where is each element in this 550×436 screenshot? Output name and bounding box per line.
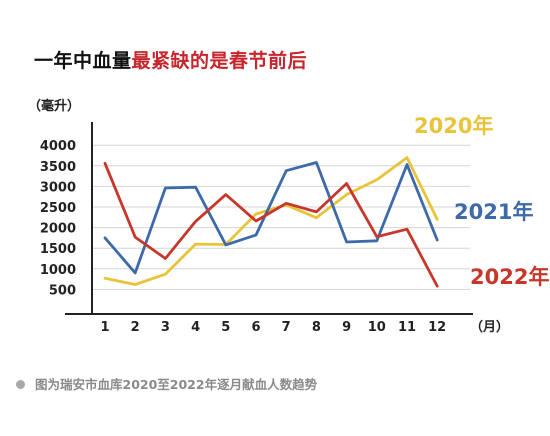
series-line-2021年 xyxy=(103,161,439,275)
y-axis-label: （毫升） xyxy=(28,98,80,114)
x-tick-label: 6 xyxy=(251,320,260,335)
caption-text: 图为瑞安市血库2020至2022年逐月献血人数趋势 xyxy=(35,377,318,392)
x-tick-label: 4 xyxy=(191,320,200,335)
x-tick-labels: 1 2 3 4 5 6 7 8 9 10 11 12 xyxy=(100,320,446,335)
y-tick-label: 2000 xyxy=(40,222,76,237)
series-line-2022年 xyxy=(103,161,439,288)
series-label: 2021年 xyxy=(454,200,533,224)
chart-title-part2: 最紧缺的是春节前后 xyxy=(131,50,308,72)
caption: 图为瑞安市血库2020至2022年逐月献血人数趋势 xyxy=(16,374,317,393)
x-tick-label: 10 xyxy=(368,320,386,335)
x-tick-label: 12 xyxy=(428,320,446,335)
series-label: 2022年 xyxy=(470,265,549,289)
x-tick-label: 9 xyxy=(342,320,351,335)
chart-title-part1: 一年中血量 xyxy=(34,50,132,72)
grid-lines xyxy=(92,144,470,290)
y-tick-label: 1500 xyxy=(40,242,76,257)
x-tick-label: 7 xyxy=(282,320,291,335)
x-tick-label: 2 xyxy=(131,320,140,335)
x-tick-label: 8 xyxy=(312,320,321,335)
y-tick-label: 500 xyxy=(49,283,76,298)
series-line-2020年 xyxy=(103,156,439,286)
series-label: 2020年 xyxy=(414,114,493,138)
y-tick-label: 2500 xyxy=(40,201,76,216)
series-labels: 2020年 2021年 2022年 xyxy=(414,114,549,289)
x-tick-label: 3 xyxy=(161,320,170,335)
bullet-dot-icon xyxy=(16,380,25,389)
x-axis-label: （月） xyxy=(470,319,509,335)
x-tick-label: 5 xyxy=(221,320,230,335)
y-tick-label: 3500 xyxy=(40,160,76,175)
x-tick-label: 11 xyxy=(398,320,416,335)
y-tick-label: 4000 xyxy=(40,139,76,154)
y-tick-labels: 500 1000 1500 2000 2500 3000 3500 4000 xyxy=(40,139,76,298)
series-lines xyxy=(103,156,439,288)
chart-title: 一年中血量最紧缺的是春节前后 xyxy=(34,46,307,73)
y-tick-label: 3000 xyxy=(40,180,76,195)
x-tick-label: 1 xyxy=(100,320,109,335)
y-tick-label: 1000 xyxy=(40,263,76,278)
